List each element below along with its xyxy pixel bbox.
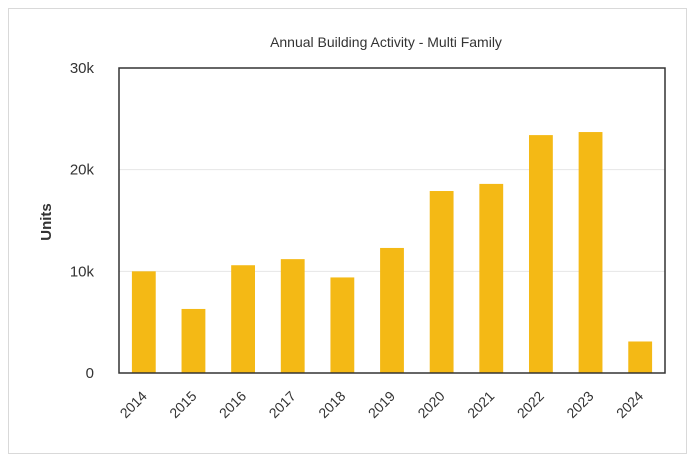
- bar-2019[interactable]: [380, 247, 404, 373]
- bar-2016[interactable]: [231, 265, 256, 373]
- y-tick-label: 10k: [70, 263, 95, 280]
- x-tick-label: 2015: [166, 388, 199, 421]
- x-tick-label: 2016: [216, 388, 249, 421]
- bar-2021[interactable]: [479, 183, 504, 373]
- x-tick-label: 2022: [514, 388, 547, 421]
- x-tick-label: 2014: [117, 388, 150, 421]
- bar-2015[interactable]: [181, 308, 206, 373]
- x-tick-label: 2020: [414, 388, 447, 421]
- x-tick-label: 2021: [464, 388, 497, 421]
- bars: [131, 132, 653, 373]
- x-tick-label: 2018: [315, 388, 348, 421]
- y-tick-label: 20k: [70, 162, 95, 179]
- x-tick-label: 2019: [365, 388, 398, 421]
- plot-border: [118, 67, 666, 374]
- bar-2022[interactable]: [528, 135, 553, 373]
- chart-frame: [8, 8, 687, 454]
- y-axis-ticks: 0 10k 20k 30k: [70, 60, 95, 382]
- x-tick-label: 2017: [266, 388, 299, 421]
- y-tick-label: 0: [86, 365, 94, 382]
- y-tick-label: 30k: [70, 60, 95, 77]
- plot-area: [118, 67, 666, 374]
- bar-2018[interactable]: [330, 277, 355, 373]
- bar-2024[interactable]: [628, 341, 653, 373]
- x-axis-ticks: 2014 2015 2016 2017 2018 2019 2020 2021 2022 2023…: [117, 388, 647, 421]
- bar-2023[interactable]: [578, 132, 603, 373]
- bar-2020[interactable]: [429, 191, 454, 373]
- chart-title: Annual Building Activity - Multi Family: [270, 34, 502, 50]
- x-tick-label: 2023: [563, 388, 596, 421]
- x-tick-label: 2024: [613, 388, 646, 421]
- y-axis-label: Units: [38, 203, 55, 241]
- bar-2017[interactable]: [280, 259, 305, 373]
- bar-2014[interactable]: [131, 271, 156, 373]
